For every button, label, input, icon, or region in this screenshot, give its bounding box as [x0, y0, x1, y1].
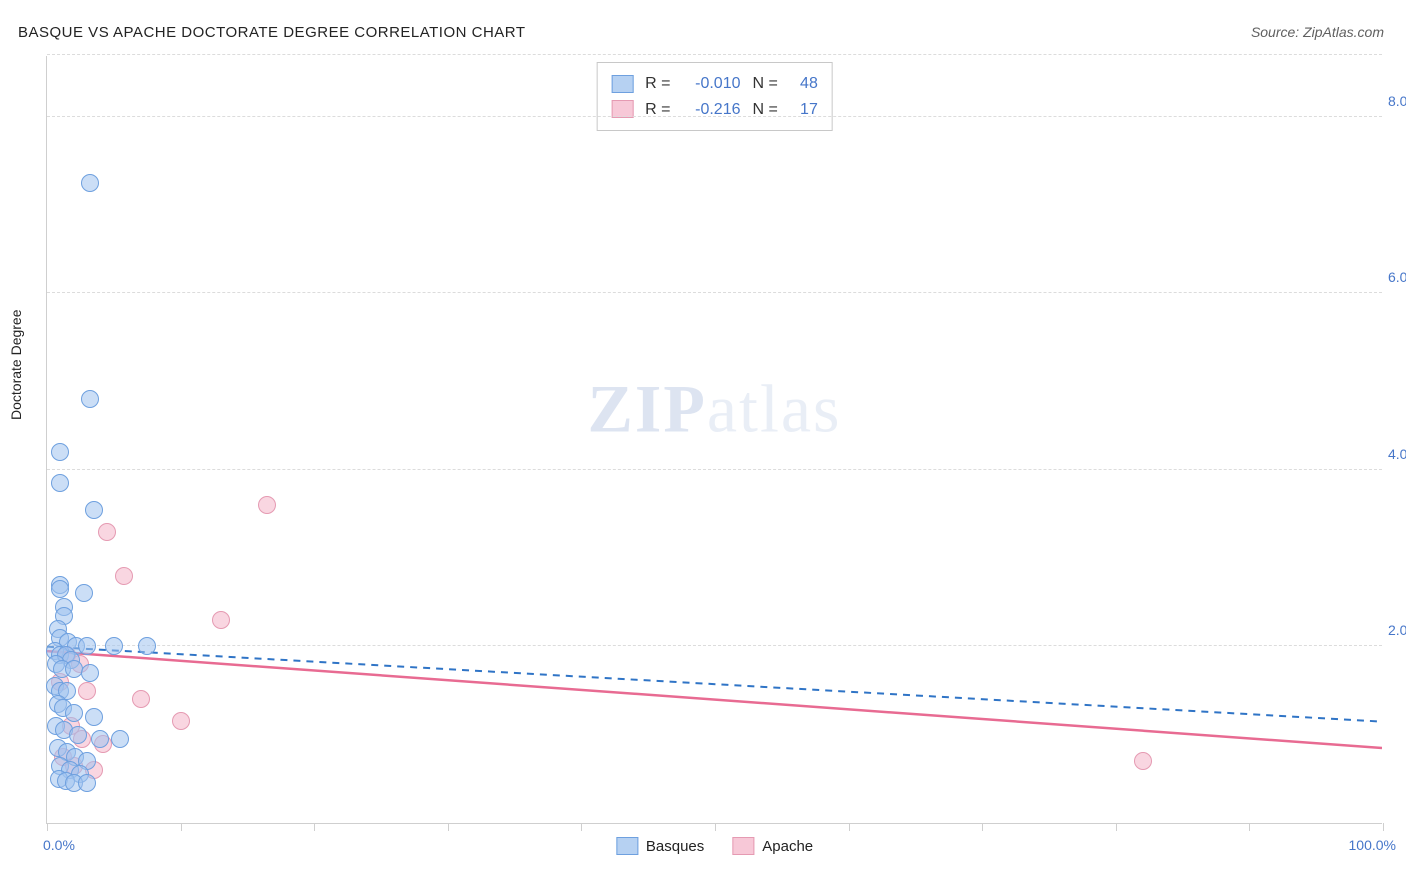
- swatch-apache-icon: [732, 837, 754, 855]
- y-tick-label: 4.0%: [1388, 446, 1406, 462]
- y-tick-label: 8.0%: [1388, 93, 1406, 109]
- data-point-basques: [81, 174, 99, 192]
- chart-title: BASQUE VS APACHE DOCTORATE DEGREE CORREL…: [18, 24, 526, 41]
- data-point-apache: [172, 712, 190, 730]
- data-point-basques: [81, 390, 99, 408]
- data-point-apache: [258, 496, 276, 514]
- source-attribution: Source: ZipAtlas.com: [1251, 24, 1384, 40]
- data-point-basques: [51, 580, 69, 598]
- data-point-basques: [65, 704, 83, 722]
- x-tick: [1249, 823, 1250, 831]
- x-tick: [314, 823, 315, 831]
- x-tick: [448, 823, 449, 831]
- x-tick: [1383, 823, 1384, 831]
- n-value: 48: [790, 71, 818, 97]
- gridline: [47, 116, 1382, 117]
- data-point-basques: [85, 501, 103, 519]
- x-tick: [982, 823, 983, 831]
- legend-item-basques: Basques: [616, 837, 704, 855]
- r-label: R =: [645, 97, 670, 123]
- y-tick-label: 2.0%: [1388, 622, 1406, 638]
- gridline: [47, 645, 1382, 646]
- data-point-basques: [75, 584, 93, 602]
- swatch-basques-icon: [611, 75, 633, 93]
- data-point-basques: [138, 637, 156, 655]
- y-tick-label: 6.0%: [1388, 269, 1406, 285]
- x-tick: [581, 823, 582, 831]
- data-point-basques: [51, 443, 69, 461]
- x-tick: [715, 823, 716, 831]
- data-point-apache: [132, 690, 150, 708]
- legend-item-apache: Apache: [732, 837, 813, 855]
- scatter-plot-area: ZIPatlas R = -0.010 N = 48 R = -0.216 N …: [46, 56, 1382, 824]
- data-point-basques: [91, 730, 109, 748]
- data-point-basques: [85, 708, 103, 726]
- x-tick: [181, 823, 182, 831]
- correlation-legend: R = -0.010 N = 48 R = -0.216 N = 17: [596, 62, 833, 131]
- r-label: R =: [645, 71, 670, 97]
- data-point-basques: [111, 730, 129, 748]
- data-point-basques: [69, 726, 87, 744]
- series-legend: Basques Apache: [616, 837, 813, 855]
- correlation-row-basques: R = -0.010 N = 48: [611, 71, 818, 97]
- data-point-apache: [98, 523, 116, 541]
- x-tick-label-max: 100.0%: [1349, 837, 1396, 853]
- r-value: -0.010: [683, 71, 741, 97]
- legend-label: Apache: [762, 838, 813, 855]
- data-point-basques: [78, 774, 96, 792]
- watermark: ZIPatlas: [588, 369, 842, 448]
- x-tick: [849, 823, 850, 831]
- data-point-apache: [1134, 752, 1152, 770]
- n-value: 17: [790, 97, 818, 123]
- r-value: -0.216: [683, 97, 741, 123]
- y-axis-label: Doctorate Degree: [8, 309, 24, 420]
- data-point-basques: [78, 637, 96, 655]
- gridline: [47, 292, 1382, 293]
- legend-label: Basques: [646, 838, 704, 855]
- x-tick: [47, 823, 48, 831]
- correlation-row-apache: R = -0.216 N = 17: [611, 97, 818, 123]
- data-point-apache: [212, 611, 230, 629]
- data-point-apache: [78, 682, 96, 700]
- gridline: [47, 469, 1382, 470]
- x-tick: [1116, 823, 1117, 831]
- n-label: N =: [753, 97, 778, 123]
- gridline: [47, 54, 1382, 55]
- n-label: N =: [753, 71, 778, 97]
- data-point-basques: [105, 637, 123, 655]
- data-point-basques: [81, 664, 99, 682]
- trend-lines: [47, 56, 1382, 823]
- data-point-basques: [51, 474, 69, 492]
- swatch-basques-icon: [616, 837, 638, 855]
- data-point-apache: [115, 567, 133, 585]
- x-tick-label-min: 0.0%: [43, 837, 75, 853]
